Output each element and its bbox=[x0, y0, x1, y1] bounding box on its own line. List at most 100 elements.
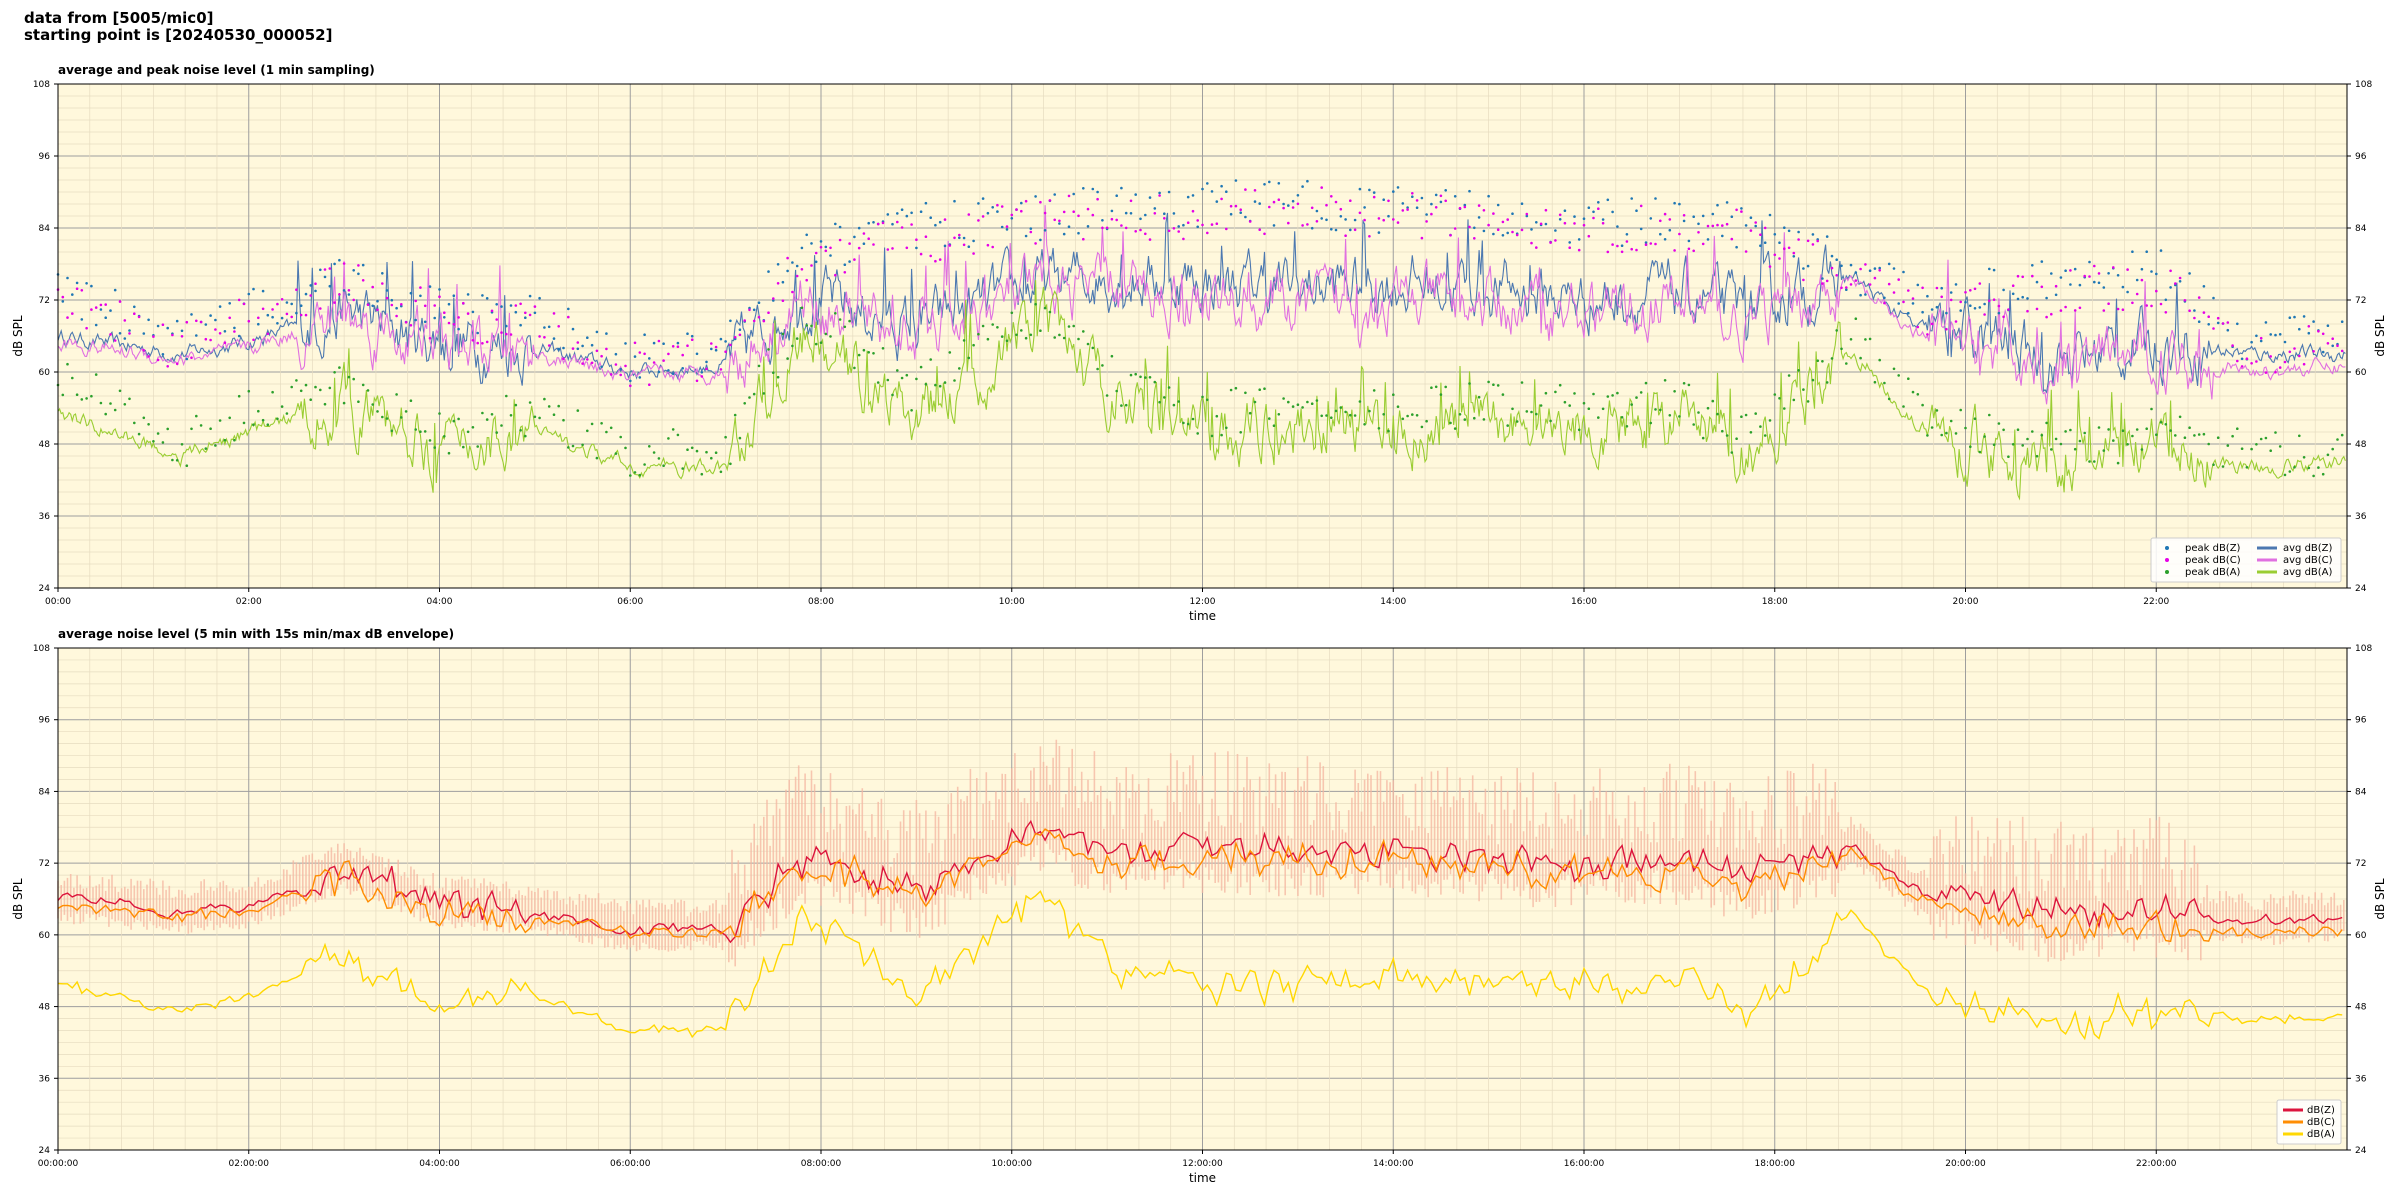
peak-point bbox=[1272, 424, 1276, 428]
peak-point bbox=[986, 243, 990, 247]
peak-point bbox=[2050, 272, 2053, 275]
peak-point bbox=[1825, 381, 1829, 384]
peak-point bbox=[2283, 340, 2287, 344]
peak-point bbox=[667, 352, 670, 356]
peak-point bbox=[1659, 408, 1662, 412]
peak-point bbox=[314, 385, 317, 389]
peak-point bbox=[586, 358, 589, 361]
peak-point bbox=[1110, 217, 1114, 221]
peak-point bbox=[1787, 229, 1791, 233]
legend-label: dB(C) bbox=[2307, 1117, 2335, 1128]
peak-point bbox=[2135, 428, 2139, 431]
peak-point bbox=[2202, 432, 2206, 436]
peak-point bbox=[514, 403, 518, 407]
peak-point bbox=[2040, 260, 2044, 263]
peak-point bbox=[495, 303, 499, 306]
peak-point bbox=[1191, 209, 1195, 213]
peak-point bbox=[218, 332, 222, 335]
peak-point bbox=[595, 456, 599, 460]
peak-point bbox=[1229, 204, 1233, 208]
y-tick-label: 84 bbox=[2355, 787, 2367, 797]
peak-point bbox=[519, 323, 522, 327]
peak-point bbox=[719, 337, 723, 341]
peak-point bbox=[1287, 400, 1290, 404]
peak-point bbox=[1978, 306, 1982, 309]
peak-point bbox=[1430, 212, 1433, 216]
peak-point bbox=[285, 301, 289, 304]
peak-point bbox=[1935, 286, 1939, 290]
peak-point bbox=[2169, 429, 2172, 432]
peak-point bbox=[1358, 211, 1362, 215]
peak-point bbox=[476, 445, 480, 448]
peak-point bbox=[94, 306, 98, 309]
peak-point bbox=[323, 268, 327, 271]
x-ticks: 00:00:00 02:00:00 04:00:00 06:00:00 08:00:00… bbox=[38, 1150, 2177, 1169]
chart-envelope: average noise level (5 min with 15s min/… bbox=[11, 627, 2387, 1185]
peak-point bbox=[309, 294, 313, 297]
peak-point bbox=[1787, 246, 1791, 250]
peak-point bbox=[629, 474, 632, 477]
peak-point bbox=[1268, 417, 1271, 420]
peak-point bbox=[781, 332, 785, 336]
peak-point bbox=[1539, 222, 1543, 226]
peak-point bbox=[1396, 405, 1400, 409]
peak-point bbox=[1182, 237, 1185, 241]
peak-point bbox=[175, 362, 179, 366]
peak-point bbox=[1000, 205, 1004, 208]
peak-point bbox=[1711, 224, 1715, 228]
peak-point bbox=[99, 401, 103, 405]
peak-point bbox=[137, 432, 141, 436]
peak-point bbox=[1120, 224, 1123, 227]
peak-point bbox=[1725, 434, 1729, 437]
peak-point bbox=[686, 448, 689, 452]
peak-point bbox=[867, 237, 870, 240]
peak-point bbox=[1172, 212, 1176, 215]
peak-point bbox=[443, 316, 446, 319]
peak-point bbox=[485, 418, 489, 421]
peak-point bbox=[2078, 306, 2082, 310]
peak-point bbox=[1020, 329, 1023, 332]
peak-point bbox=[552, 413, 556, 417]
peak-point bbox=[1039, 238, 1042, 242]
peak-point bbox=[1978, 282, 1982, 285]
peak-point bbox=[1649, 242, 1653, 245]
peak-point bbox=[1582, 401, 1586, 405]
peak-point bbox=[66, 362, 69, 366]
peak-point bbox=[1983, 302, 1986, 306]
y-tick-label: 36 bbox=[2355, 1074, 2367, 1084]
peak-point bbox=[853, 235, 856, 239]
peak-point bbox=[1177, 230, 1180, 233]
peak-point bbox=[605, 430, 608, 434]
peak-point bbox=[1158, 400, 1161, 404]
peak-point bbox=[2174, 282, 2177, 285]
peak-point bbox=[390, 303, 394, 307]
peak-point bbox=[924, 235, 928, 238]
peak-point bbox=[1830, 266, 1834, 270]
peak-point bbox=[1415, 199, 1419, 202]
peak-point bbox=[1973, 417, 1977, 421]
peak-point bbox=[338, 366, 341, 369]
peak-point bbox=[2226, 328, 2230, 332]
y-tick-label: 60 bbox=[2355, 368, 2367, 378]
peak-point bbox=[972, 239, 975, 243]
peak-point bbox=[295, 311, 298, 315]
peak-point bbox=[1015, 333, 1018, 337]
peak-point bbox=[733, 336, 737, 339]
peak-point bbox=[133, 312, 136, 315]
peak-point bbox=[1206, 398, 1209, 402]
peak-point bbox=[271, 315, 274, 319]
x-ticks: 00:00 02:00 04:00 06:00 08:00 10:00 12:00 14:00… bbox=[45, 588, 2169, 607]
peak-point bbox=[1411, 195, 1414, 198]
peak-point bbox=[2131, 301, 2134, 305]
peak-point bbox=[505, 394, 508, 398]
peak-point bbox=[1830, 254, 1834, 258]
peak-point bbox=[1592, 210, 1595, 214]
peak-point bbox=[1539, 404, 1543, 407]
peak-point bbox=[986, 211, 990, 215]
peak-point bbox=[929, 216, 932, 219]
peak-point bbox=[538, 335, 541, 338]
peak-point bbox=[128, 397, 131, 401]
peak-point bbox=[1821, 360, 1824, 363]
peak-point bbox=[1058, 222, 1061, 225]
peak-point bbox=[1778, 257, 1781, 260]
